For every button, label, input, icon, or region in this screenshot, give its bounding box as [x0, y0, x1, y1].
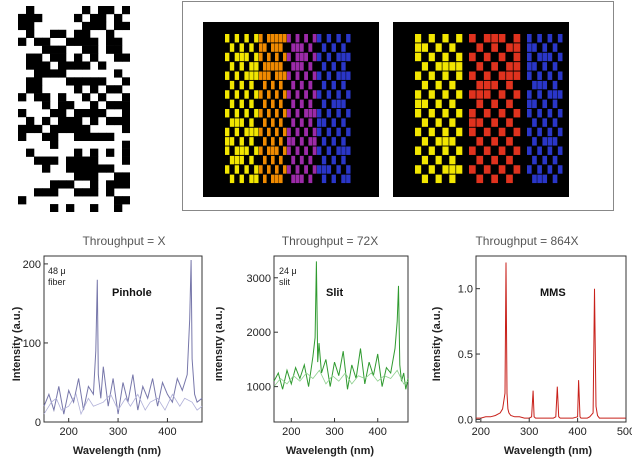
x-tick-label: 400	[568, 426, 586, 438]
x-tick-label: 500	[617, 426, 632, 438]
y-tick-label: 2000	[247, 327, 271, 339]
y-tick-label: 3000	[247, 273, 271, 285]
series-line-1	[273, 369, 409, 387]
chart-mms: Throughput = 864X Wavelength (nm) Intens…	[431, 234, 632, 457]
y-axis-label: Intensity (a.u.)	[431, 306, 443, 381]
y-tick-label: 1.0	[458, 284, 473, 296]
annotation-line-1: 48 μ	[48, 266, 66, 276]
y-axis-label: Intensity (a.u.)	[216, 306, 225, 381]
x-tick-label: 400	[369, 426, 387, 438]
x-tick-label: 200	[282, 426, 300, 438]
detector-image-right	[393, 22, 569, 197]
chart-slit: Throughput = 72X Wavelength (nm) Intensi…	[216, 234, 409, 457]
series-label: MMS	[540, 287, 566, 299]
series-label: Slit	[326, 287, 343, 299]
annotation-line-2: fiber	[48, 277, 66, 287]
detector-image-left	[203, 22, 379, 197]
x-tick-label: 300	[109, 426, 127, 438]
y-axis-label: Intensity (a.u.)	[11, 306, 23, 381]
annotation-line-1: 24 μ	[279, 266, 297, 276]
y-tick-label: 1000	[247, 382, 271, 394]
plot-frame	[43, 255, 203, 423]
x-tick-label: 200	[60, 426, 78, 438]
x-axis-label: Wavelength (nm)	[504, 445, 593, 457]
x-tick-label: 300	[325, 426, 343, 438]
chart-title: Throughput = 864X	[475, 234, 578, 248]
series-line-0	[273, 261, 409, 390]
chart-pinhole: Throughput = X Wavelength (nm) Intensity…	[11, 234, 203, 457]
chart-title: Throughput = 72X	[282, 234, 378, 248]
chart-title: Throughput = X	[82, 234, 165, 248]
x-tick-label: 300	[520, 426, 538, 438]
plot-frame	[273, 255, 409, 423]
x-tick-label: 200	[472, 426, 490, 438]
series-line-0	[43, 259, 203, 415]
plot-frame	[475, 255, 627, 423]
x-axis-label: Wavelength (nm)	[73, 445, 162, 457]
y-tick-label: 0.5	[458, 349, 473, 361]
y-tick-label: 100	[23, 338, 41, 350]
y-tick-label: 200	[23, 259, 41, 271]
series-line-0	[476, 262, 626, 419]
annotation-line-2: slit	[279, 277, 290, 287]
coded-aperture-mask	[18, 6, 130, 212]
x-axis-label: Wavelength (nm)	[286, 445, 375, 457]
series-line-1	[43, 393, 203, 416]
y-tick-label: 0	[35, 417, 41, 429]
y-tick-label: 0.0	[458, 414, 473, 426]
series-label: Pinhole	[112, 287, 152, 299]
x-tick-label: 400	[158, 426, 176, 438]
